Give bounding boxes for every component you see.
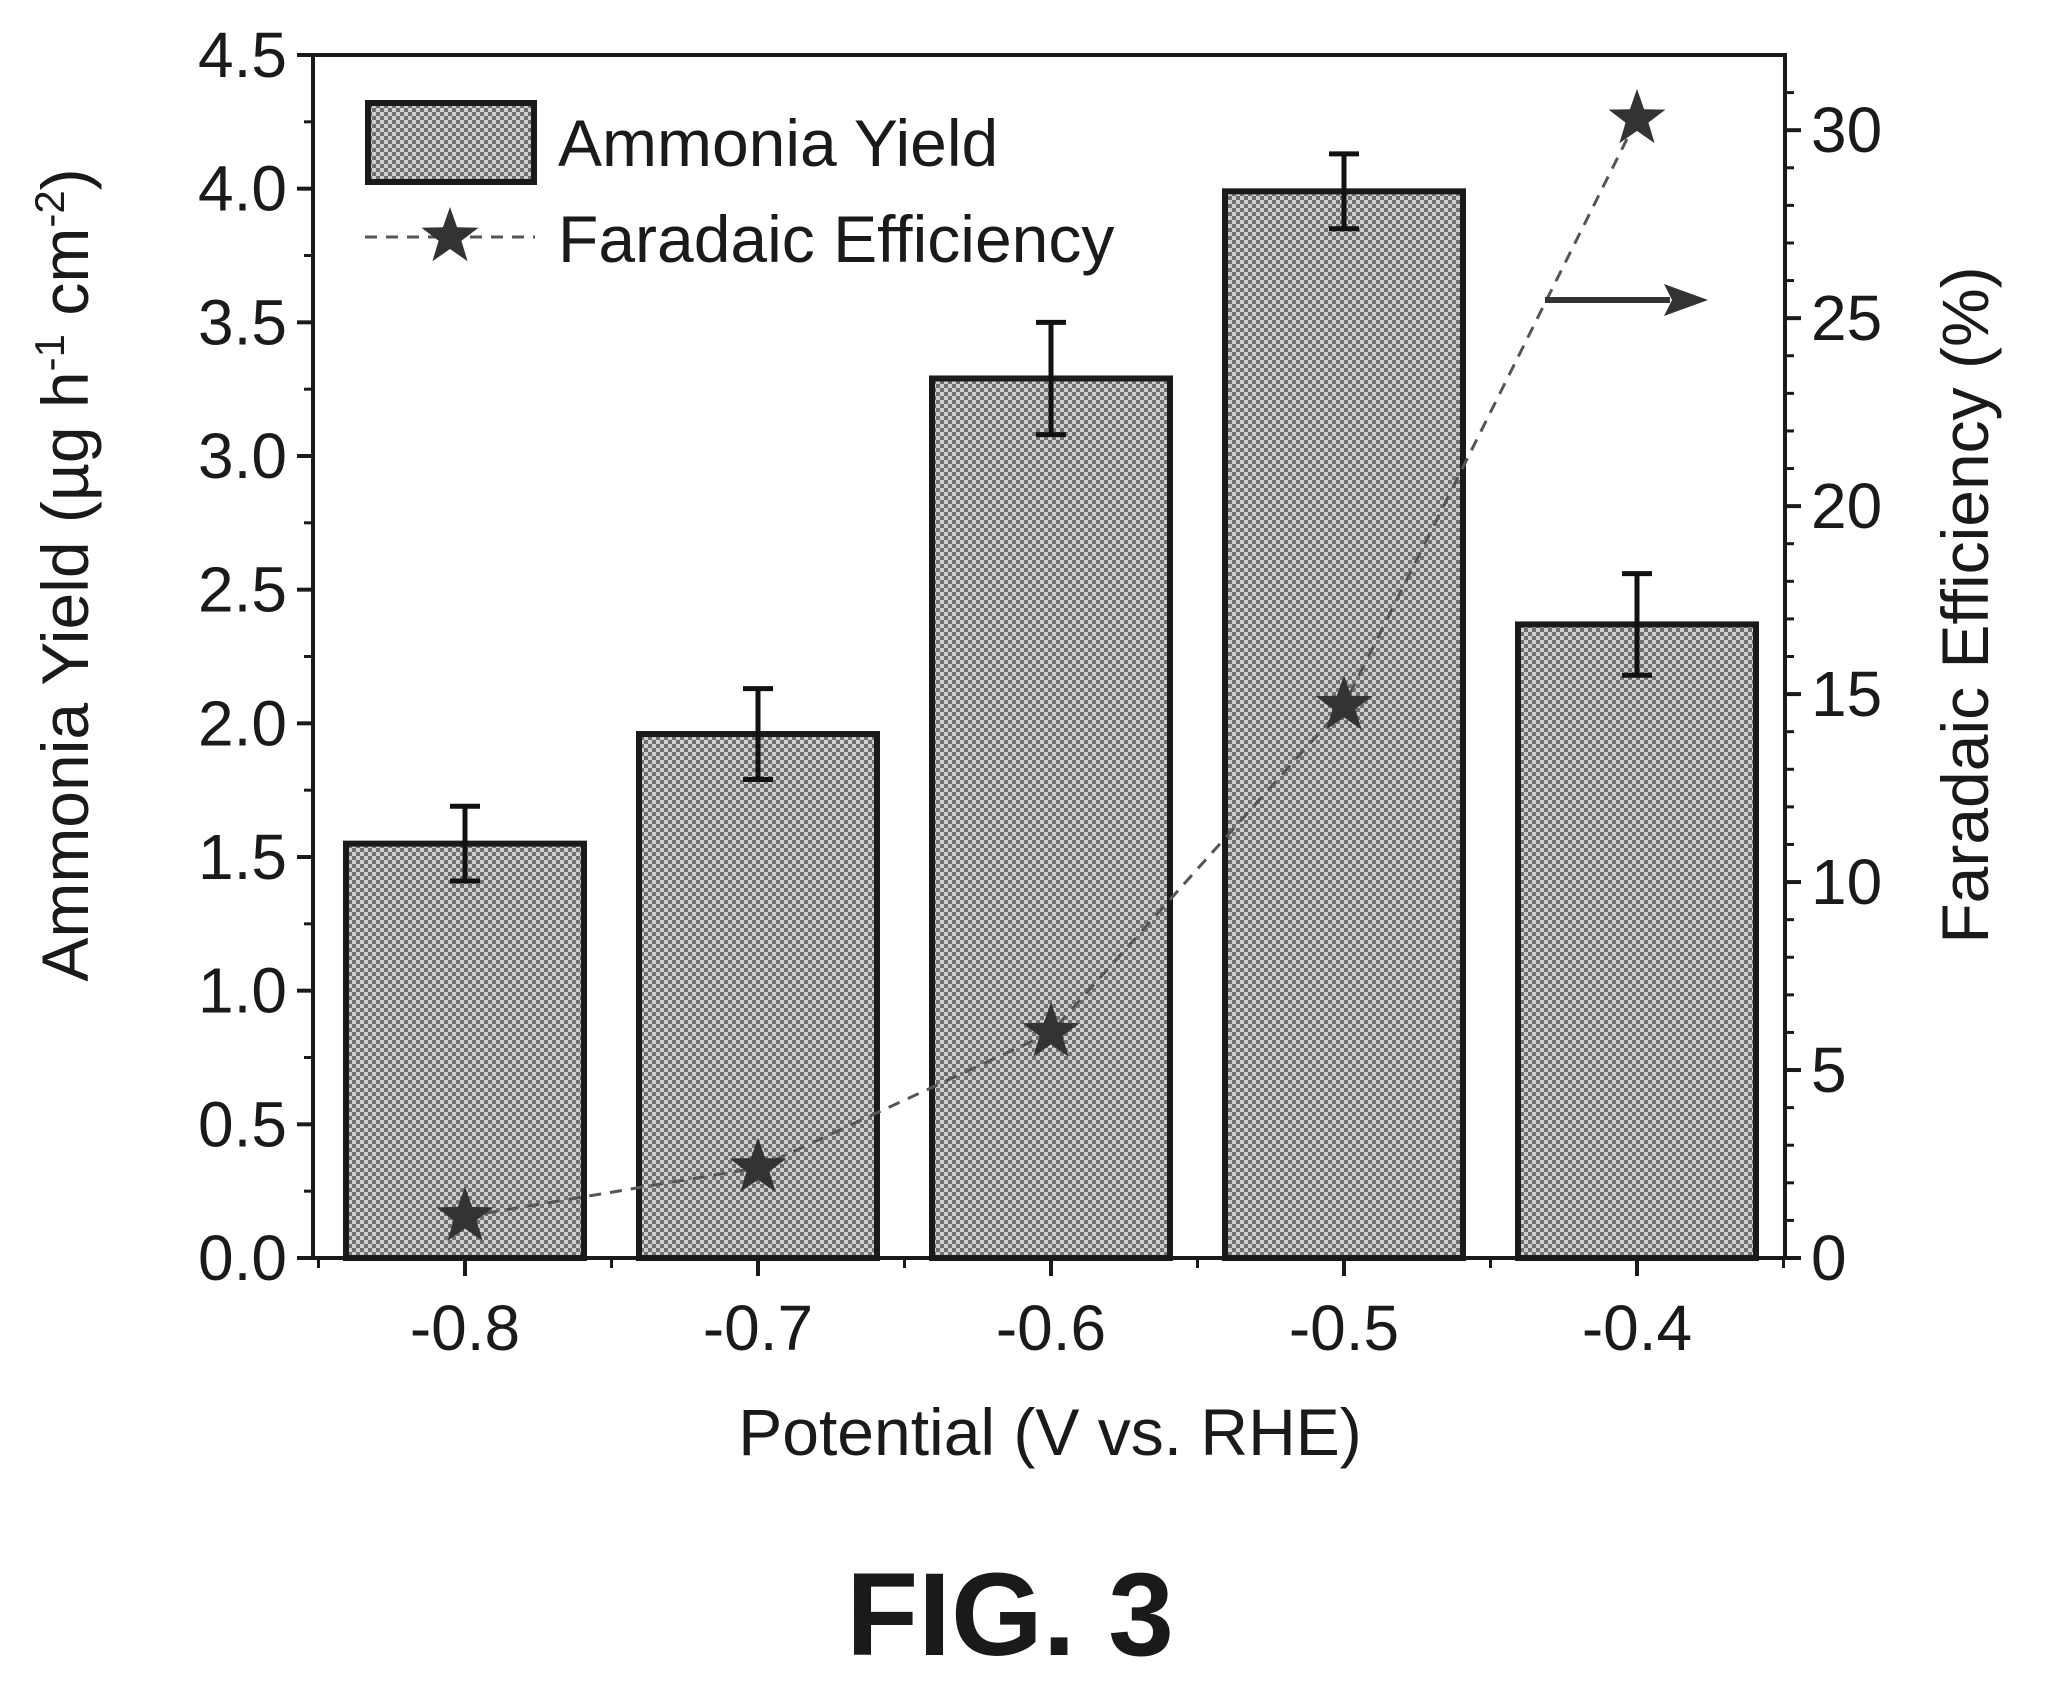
faradaic-marker--0.8 bbox=[436, 1186, 494, 1241]
y-left-title-main: Ammonia Yield (µg h bbox=[28, 371, 102, 981]
y-left-tick-label-2.0: 2.0 bbox=[198, 687, 287, 759]
y-right-tick-label-0: 0 bbox=[1811, 1222, 1847, 1294]
y-right-axis-title: Faradaic Efficiency (%) bbox=[1928, 266, 2002, 943]
y-left-tick-label-4.0: 4.0 bbox=[198, 153, 287, 225]
legend-swatch-ammonia-yield bbox=[365, 100, 537, 185]
bar--0.4 bbox=[1515, 621, 1759, 1261]
legend-label-faradaic-efficiency: Faradaic Efficiency bbox=[558, 202, 1114, 276]
y-left-tick-label-4.5: 4.5 bbox=[198, 19, 287, 91]
x-tick-label--0.4: -0.4 bbox=[1582, 1292, 1692, 1364]
faradaic-marker--0.4 bbox=[1608, 88, 1666, 144]
faradaic-marker--0.7 bbox=[729, 1137, 787, 1192]
y-left-title-sup2: -2 bbox=[26, 190, 73, 227]
legend: Ammonia Yield Faradaic Efficiency bbox=[365, 100, 1114, 276]
y-left-tick-label-1.0: 1.0 bbox=[198, 955, 287, 1027]
y-left-tick-label-2.5: 2.5 bbox=[198, 554, 287, 626]
right-axis-arrow-head bbox=[1664, 284, 1708, 316]
legend-label-ammonia-yield: Ammonia Yield bbox=[558, 106, 998, 180]
faradaic-marker--0.5 bbox=[1315, 675, 1373, 730]
y-left-title-sup1: -1 bbox=[26, 334, 73, 371]
y-left-axis-title: Ammonia Yield (µg h-1 cm-2) bbox=[26, 168, 102, 981]
x-tick-label--0.8: -0.8 bbox=[410, 1292, 520, 1364]
y-left-tick-label-3.5: 3.5 bbox=[198, 286, 287, 358]
legend-star-faradaic-efficiency bbox=[421, 207, 479, 262]
faradaic-line-layer bbox=[436, 88, 1666, 1241]
x-tick-label--0.7: -0.7 bbox=[703, 1292, 813, 1364]
y-right-tick-label-25: 25 bbox=[1811, 282, 1882, 354]
x-tick-label--0.6: -0.6 bbox=[996, 1292, 1106, 1364]
axes-layer: 0.0 0.5 1.0 1.5 2.0 2.5 3.0 3.5 4.0 4.5 0 5 10 15 20 25… bbox=[198, 19, 1882, 1364]
bar--0.5 bbox=[1222, 188, 1466, 1262]
y-right-tick-label-20: 20 bbox=[1811, 470, 1882, 542]
figure-label: FIG. 3 bbox=[846, 1549, 1174, 1681]
y-right-tick-label-15: 15 bbox=[1811, 658, 1882, 730]
y-left-tick-label-0.5: 0.5 bbox=[198, 1088, 287, 1160]
y-left-title-end: ) bbox=[28, 168, 102, 190]
faradaic-marker--0.6 bbox=[1022, 1002, 1080, 1057]
bar--0.6 bbox=[929, 375, 1173, 1261]
y-left-tick-label-0.0: 0.0 bbox=[198, 1222, 287, 1294]
y-right-tick-label-5: 5 bbox=[1811, 1034, 1847, 1106]
error-bars-layer bbox=[450, 151, 1652, 884]
x-tick-label--0.5: -0.5 bbox=[1289, 1292, 1399, 1364]
y-left-tick-label-1.5: 1.5 bbox=[198, 821, 287, 893]
x-axis-title: Potential (V vs. RHE) bbox=[738, 1395, 1362, 1469]
y-left-title-mid: cm bbox=[28, 228, 102, 334]
y-left-tick-label-3.0: 3.0 bbox=[198, 420, 287, 492]
y-right-tick-label-30: 30 bbox=[1811, 94, 1882, 166]
y-right-tick-label-10: 10 bbox=[1811, 846, 1882, 918]
